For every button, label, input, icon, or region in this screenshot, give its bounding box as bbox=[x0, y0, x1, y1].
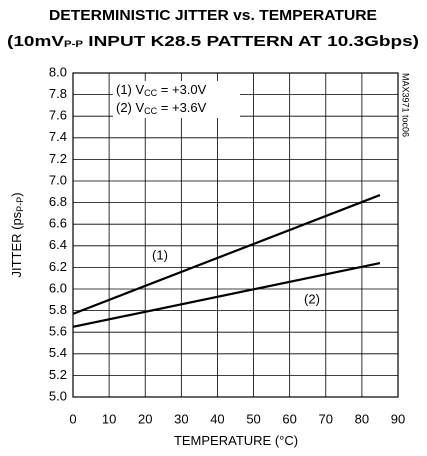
y-tick-label: 6.2 bbox=[49, 259, 67, 274]
x-tick-label: 20 bbox=[138, 411, 152, 426]
legend-subscript: CC bbox=[144, 88, 157, 98]
y-tick-label: 5.6 bbox=[49, 324, 67, 339]
side-note: MAX3971 toc06 bbox=[401, 73, 411, 137]
series-line bbox=[72, 194, 381, 315]
y-tick-label: 5.4 bbox=[49, 345, 67, 360]
x-tick-label: 0 bbox=[69, 411, 76, 426]
y-label-text: JITTER (ps bbox=[9, 211, 24, 277]
legend-text: = +3.6V bbox=[157, 100, 206, 115]
series-label: (2) bbox=[304, 291, 320, 306]
y-tick-label: 6.8 bbox=[49, 194, 67, 209]
y-tick-label: 7.6 bbox=[49, 108, 67, 123]
x-axis-label: TEMPERATURE (°C) bbox=[174, 433, 298, 448]
y-tick-label: 7.2 bbox=[49, 151, 67, 166]
y-label-text: ) bbox=[9, 192, 24, 196]
y-tick-label: 5.0 bbox=[49, 388, 67, 403]
y-tick-label: 6.4 bbox=[49, 237, 67, 252]
y-label-subscript: P-P bbox=[15, 197, 25, 212]
subtitle-text: INPUT K28.5 PATTERN AT 10.3Gbps) bbox=[83, 33, 419, 50]
plot-frame bbox=[72, 72, 399, 398]
y-axis-label: JITTER (psP-P) bbox=[9, 192, 25, 277]
y-tick-label: 5.2 bbox=[49, 367, 67, 382]
y-tick-label: 8.0 bbox=[49, 64, 67, 79]
y-tick-label: 6.0 bbox=[49, 280, 67, 295]
x-tick-label: 80 bbox=[355, 411, 369, 426]
chart-subtitle: (10mV P-P INPUT K28.5 PATTERN AT 10.3Gbps… bbox=[7, 33, 419, 50]
chart-title: DETERMINISTIC JITTER vs. TEMPERATURE bbox=[49, 7, 377, 24]
y-tick-label: 7.8 bbox=[49, 86, 67, 101]
legend-subscript: CC bbox=[144, 106, 157, 116]
y-tick-label: 7.0 bbox=[49, 172, 67, 187]
legend-text: (2) V bbox=[116, 100, 145, 115]
x-tick-label: 50 bbox=[246, 411, 260, 426]
legend-box bbox=[113, 81, 240, 118]
y-tick-label: 6.6 bbox=[49, 216, 67, 231]
x-tick-label: 10 bbox=[102, 411, 116, 426]
y-tick-label: 7.4 bbox=[49, 129, 67, 144]
series-label: (1) bbox=[152, 247, 168, 262]
x-tick-label: 70 bbox=[319, 411, 333, 426]
subtitle-text: (10mV bbox=[7, 33, 64, 50]
x-tick-label: 40 bbox=[210, 411, 224, 426]
legend-entry: (1) VCC = +3.0V bbox=[116, 82, 207, 98]
legend-text: (1) V bbox=[116, 82, 145, 97]
legend-text: = +3.0V bbox=[157, 82, 206, 97]
x-tick-label: 90 bbox=[391, 411, 405, 426]
series-line bbox=[72, 262, 381, 328]
x-tick-label: 30 bbox=[174, 411, 188, 426]
x-label-text: TEMPERATURE (°C) bbox=[174, 433, 298, 448]
subtitle-subscript: P-P bbox=[64, 39, 83, 49]
x-tick-label: 60 bbox=[282, 411, 296, 426]
title-text: DETERMINISTIC JITTER vs. TEMPERATURE bbox=[49, 7, 377, 24]
legend-entry: (2) VCC = +3.6V bbox=[116, 100, 207, 116]
y-tick-label: 5.8 bbox=[49, 302, 67, 317]
